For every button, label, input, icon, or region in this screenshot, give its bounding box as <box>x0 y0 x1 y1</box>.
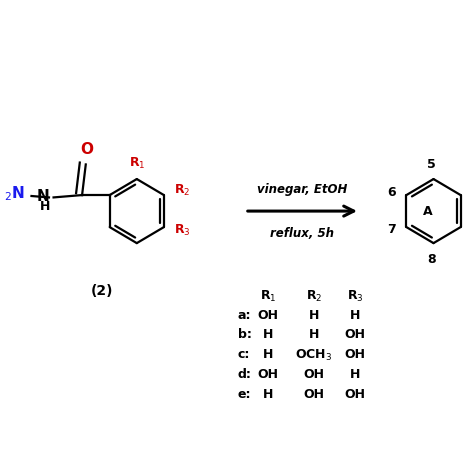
Text: H: H <box>350 368 361 381</box>
Text: H: H <box>263 348 273 361</box>
Text: R$_2$: R$_2$ <box>174 183 191 198</box>
Text: R$_2$: R$_2$ <box>306 289 322 304</box>
Text: 8: 8 <box>427 253 436 265</box>
Text: A: A <box>423 205 433 218</box>
Text: H: H <box>309 328 319 341</box>
Text: vinegar, EtOH: vinegar, EtOH <box>257 182 347 196</box>
Text: OH: OH <box>303 388 324 401</box>
Text: R$_1$: R$_1$ <box>129 156 146 171</box>
Text: OH: OH <box>345 388 366 401</box>
Text: H: H <box>263 328 273 341</box>
Text: c:: c: <box>238 348 250 361</box>
Text: OH: OH <box>345 348 366 361</box>
Text: d:: d: <box>238 368 252 381</box>
Text: R$_1$: R$_1$ <box>260 289 276 304</box>
Text: reflux, 5h: reflux, 5h <box>270 227 334 240</box>
Text: H: H <box>309 309 319 322</box>
Text: OH: OH <box>257 309 278 322</box>
Text: $_2$N: $_2$N <box>4 184 25 202</box>
Text: N: N <box>36 189 49 204</box>
Text: 5: 5 <box>427 157 436 171</box>
Text: H: H <box>263 388 273 401</box>
Text: R$_3$: R$_3$ <box>347 289 364 304</box>
Text: OH: OH <box>345 328 366 341</box>
Text: OH: OH <box>303 368 324 381</box>
Text: 6: 6 <box>388 186 396 199</box>
Text: R$_3$: R$_3$ <box>174 223 191 238</box>
Text: a:: a: <box>238 309 252 322</box>
Text: H: H <box>350 309 361 322</box>
Text: 7: 7 <box>388 223 396 236</box>
Text: (2): (2) <box>91 284 114 298</box>
Text: OCH$_3$: OCH$_3$ <box>295 348 333 363</box>
Text: H: H <box>40 201 50 213</box>
Text: b:: b: <box>238 328 252 341</box>
Text: OH: OH <box>257 368 278 381</box>
Text: e:: e: <box>238 388 252 401</box>
Text: O: O <box>80 142 93 157</box>
